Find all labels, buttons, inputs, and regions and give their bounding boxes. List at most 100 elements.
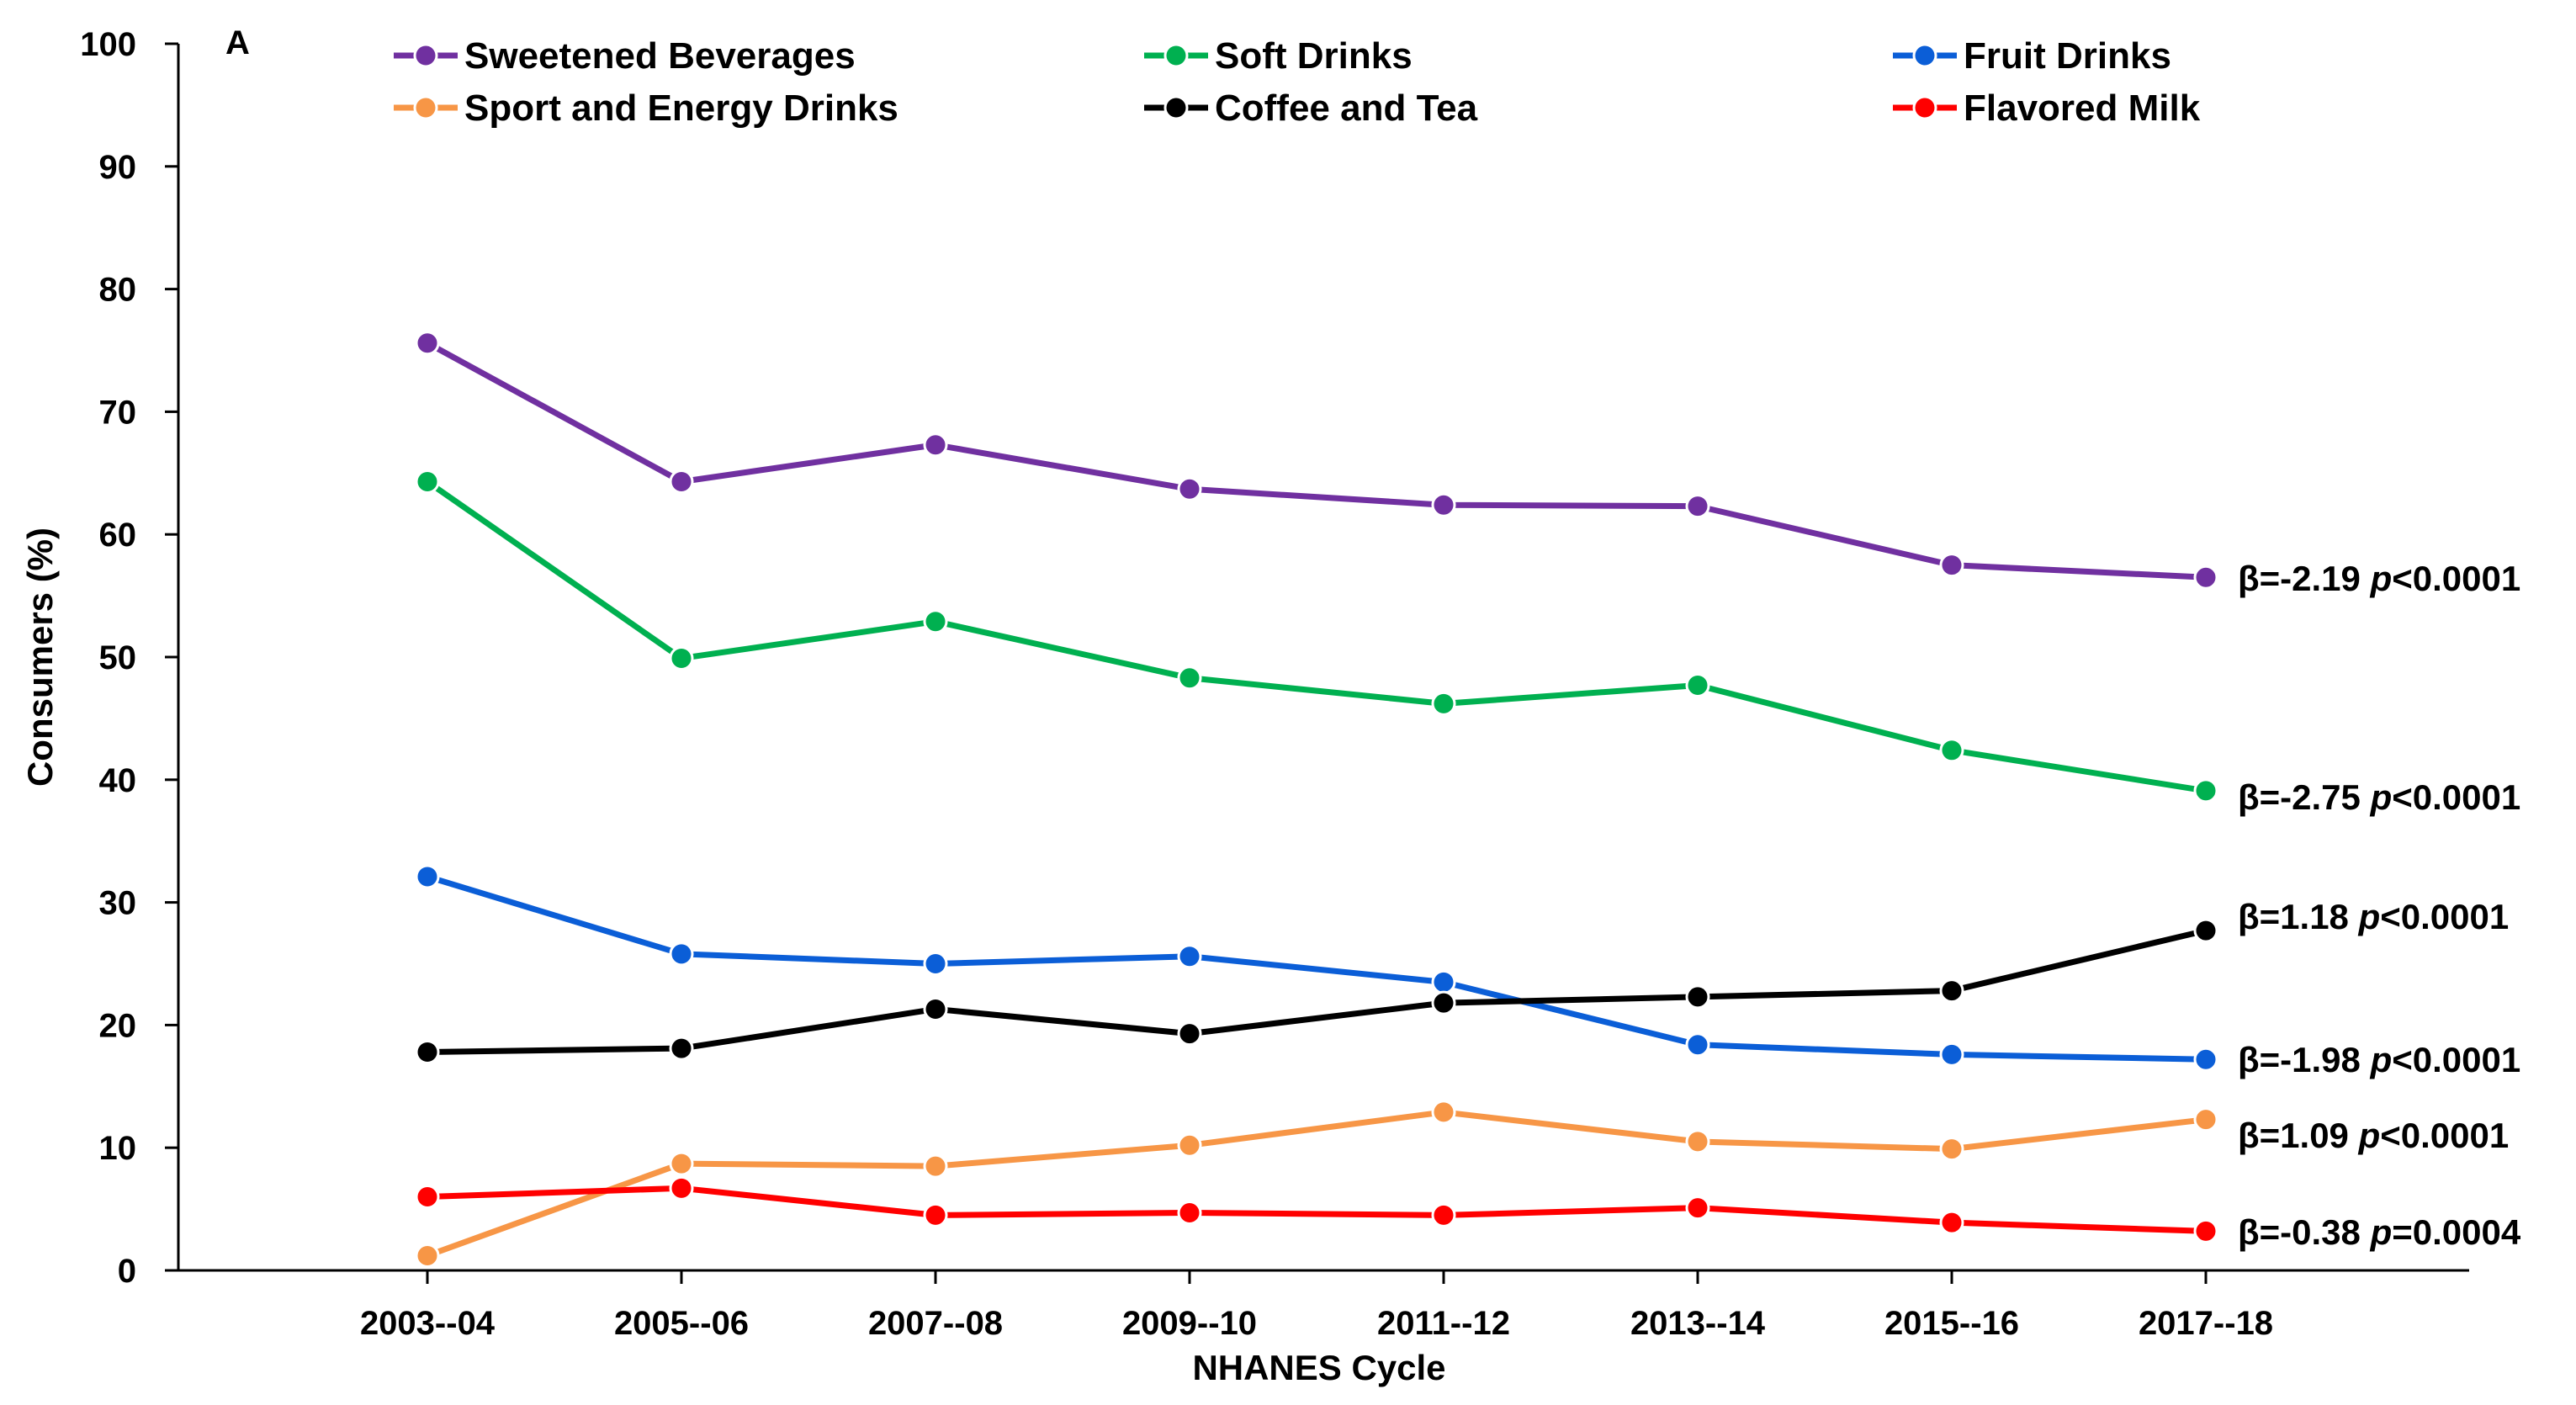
series-coffee-and-tea	[415, 918, 2218, 1064]
data-point	[1685, 673, 1710, 698]
beta-value: β=-2.75	[2238, 777, 2371, 817]
legend-swatch-marker	[413, 95, 438, 120]
legend-label: Sweetened Beverages	[464, 35, 856, 77]
legend-label: Fruit Drinks	[1964, 35, 2171, 77]
series-line	[426, 340, 2207, 581]
legend-item: Soft Drinks	[1144, 35, 1413, 77]
p-value: <0.0001	[2380, 1116, 2509, 1155]
p-value: <0.0001	[2380, 897, 2509, 936]
legend: Sweetened Beverages Soft Drinks Fruit Drin…	[394, 35, 2201, 129]
data-point	[1939, 1210, 1964, 1235]
x-tick-label: 2015--16	[1884, 1305, 2019, 1342]
data-point	[415, 331, 440, 356]
panel-label: A	[225, 24, 250, 61]
data-point	[923, 1153, 948, 1179]
beta-value: β=-1.98	[2238, 1040, 2371, 1079]
data-point	[1177, 665, 1202, 691]
data-point	[923, 952, 948, 976]
data-point	[2193, 778, 2218, 803]
series-line	[427, 1185, 2207, 1234]
x-axis-title: NHANES Cycle	[1192, 1348, 1445, 1387]
data-point	[2193, 918, 2218, 943]
data-point	[1177, 476, 1202, 501]
data-point	[1939, 978, 1964, 1004]
series-sweetened-beverages	[415, 331, 2218, 590]
trend-annotation: β=-1.98 p<0.0001	[2238, 1040, 2520, 1079]
data-point	[1431, 1202, 1456, 1227]
data-point	[2193, 1107, 2218, 1132]
beta-value: β=1.09	[2238, 1116, 2359, 1155]
y-tick-label: 50	[99, 639, 137, 676]
beta-value: β=-2.19	[2238, 559, 2371, 598]
data-point	[1431, 691, 1456, 716]
data-point	[415, 1185, 440, 1210]
p-value: =0.0004	[2392, 1212, 2521, 1252]
data-point	[1431, 492, 1456, 517]
data-point	[1685, 1196, 1710, 1221]
series-fruit-drinks	[415, 864, 2218, 1072]
p-symbol: p	[2370, 1040, 2393, 1079]
x-tick-label: 2011--12	[1377, 1305, 1510, 1342]
trend-annotation: β=-0.38 p=0.0004	[2238, 1212, 2521, 1252]
y-tick-label: 10	[99, 1130, 137, 1167]
data-point	[1177, 944, 1202, 969]
data-point	[1431, 969, 1456, 994]
series-line	[427, 927, 2207, 1055]
x-tick-label: 2017--18	[2139, 1305, 2273, 1342]
data-point	[669, 941, 694, 967]
data-point	[923, 996, 948, 1021]
data-point	[1685, 1032, 1710, 1058]
data-point	[1685, 984, 1710, 1010]
y-tick-label: 40	[99, 762, 137, 799]
axes	[177, 44, 2469, 1272]
series-line	[426, 479, 2207, 794]
data-point	[1685, 1129, 1710, 1154]
trend-annotation: β=-2.75 p<0.0001	[2238, 777, 2520, 817]
data-point	[2193, 565, 2218, 590]
data-point	[2193, 1047, 2218, 1072]
data-point	[669, 645, 694, 671]
p-symbol: p	[2370, 1212, 2393, 1252]
legend-swatch-marker	[1163, 95, 1189, 120]
data-point	[1177, 1200, 1202, 1225]
data-point	[1431, 990, 1456, 1015]
x-tick-label: 2013--14	[1630, 1305, 1766, 1342]
data-point	[1939, 1137, 1964, 1162]
legend-item: Sport and Energy Drinks	[394, 87, 898, 129]
data-point	[1939, 738, 1964, 763]
data-point	[415, 864, 440, 889]
data-point	[669, 469, 694, 495]
beta-value: β=1.18	[2238, 897, 2359, 936]
legend-swatch-marker	[1163, 43, 1189, 68]
data-point	[2193, 1218, 2218, 1243]
y-tick-label: 60	[99, 517, 137, 554]
y-tick-label: 0	[118, 1253, 136, 1290]
data-point	[923, 1202, 948, 1227]
p-value: <0.0001	[2392, 1040, 2520, 1079]
data-point	[1939, 1042, 1964, 1067]
p-symbol: p	[2370, 777, 2393, 817]
legend-swatch-marker	[1912, 95, 1937, 120]
p-symbol: p	[2370, 559, 2393, 598]
legend-label: Flavored Milk	[1964, 87, 2201, 129]
legend-swatch-marker	[413, 43, 438, 68]
y-ticks: 0 10 20 30 40 50 60 70 80 90 100	[80, 26, 178, 1290]
p-value: <0.0001	[2392, 777, 2520, 817]
legend-label: Sport and Energy Drinks	[464, 87, 898, 129]
legend-label: Soft Drinks	[1215, 35, 1413, 77]
series-soft-drinks	[415, 469, 2218, 803]
x-tick-label: 2007--08	[868, 1305, 1003, 1342]
p-symbol: p	[2358, 897, 2381, 936]
data-point	[923, 609, 948, 634]
x-tick-label: 2005--06	[614, 1305, 749, 1342]
p-value: <0.0001	[2392, 559, 2520, 598]
y-axis-title: Consumers (%)	[20, 528, 60, 787]
trend-annotation: β=1.18 p<0.0001	[2238, 897, 2509, 936]
data-point	[669, 1175, 694, 1201]
y-tick-label: 80	[99, 272, 137, 309]
data-point	[415, 1243, 440, 1269]
data-point	[669, 1151, 694, 1176]
series-layer	[415, 331, 2218, 1269]
